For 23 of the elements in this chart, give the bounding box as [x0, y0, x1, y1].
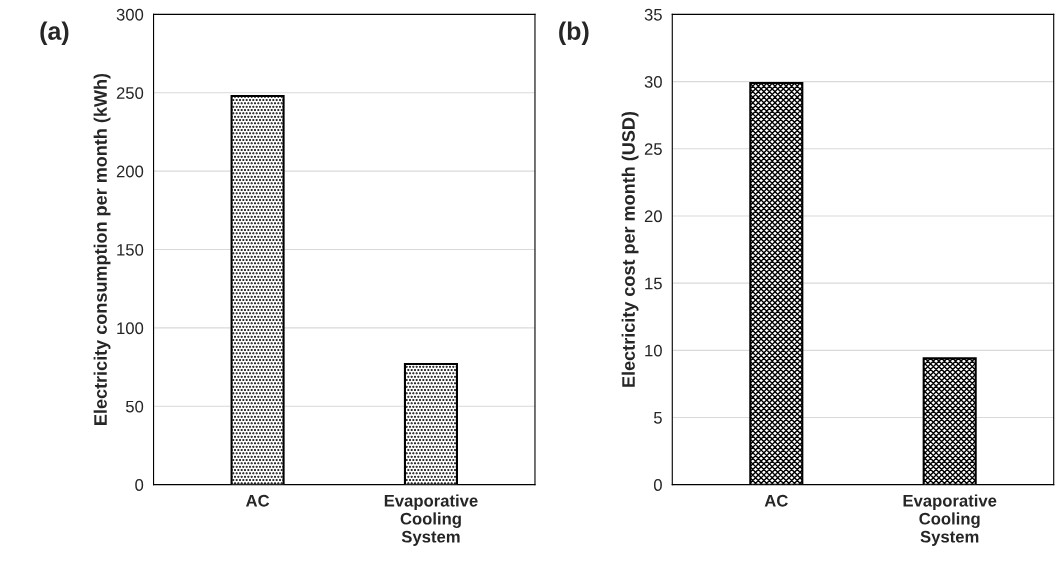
- y-tick-label: 100: [117, 322, 144, 335]
- y-tick-label: 200: [116, 165, 144, 178]
- chart-title: (a): [40, 21, 69, 45]
- y-tick-label: 15: [645, 277, 662, 290]
- x-tick-label: Evaporative Cooling System: [384, 494, 478, 546]
- y-tick-label: 25: [644, 143, 662, 155]
- y-tick-label: 10: [645, 344, 662, 357]
- y-tick-label: 0: [653, 479, 662, 491]
- y-tick-label: 0: [135, 479, 144, 491]
- y-tick-label: 300: [116, 8, 144, 21]
- y-tick-label: 250: [116, 87, 144, 99]
- y-axis-title: Electricity cost per month (USD): [621, 111, 639, 387]
- y-tick-label: 5: [653, 412, 662, 424]
- y-tick-label: 35: [644, 8, 662, 21]
- y-tick-label: 150: [117, 243, 144, 256]
- y-axis-title: Electricity consumption per month (kWh): [93, 73, 111, 425]
- x-tick-label: AC: [764, 494, 788, 507]
- chart-title: (b): [559, 21, 589, 45]
- y-tick-label: 20: [644, 210, 662, 223]
- y-tick-label: 30: [644, 76, 662, 88]
- x-tick-label: AC: [245, 494, 270, 507]
- x-tick-label: Evaporative Cooling System: [903, 494, 997, 546]
- y-tick-label: 50: [125, 400, 144, 413]
